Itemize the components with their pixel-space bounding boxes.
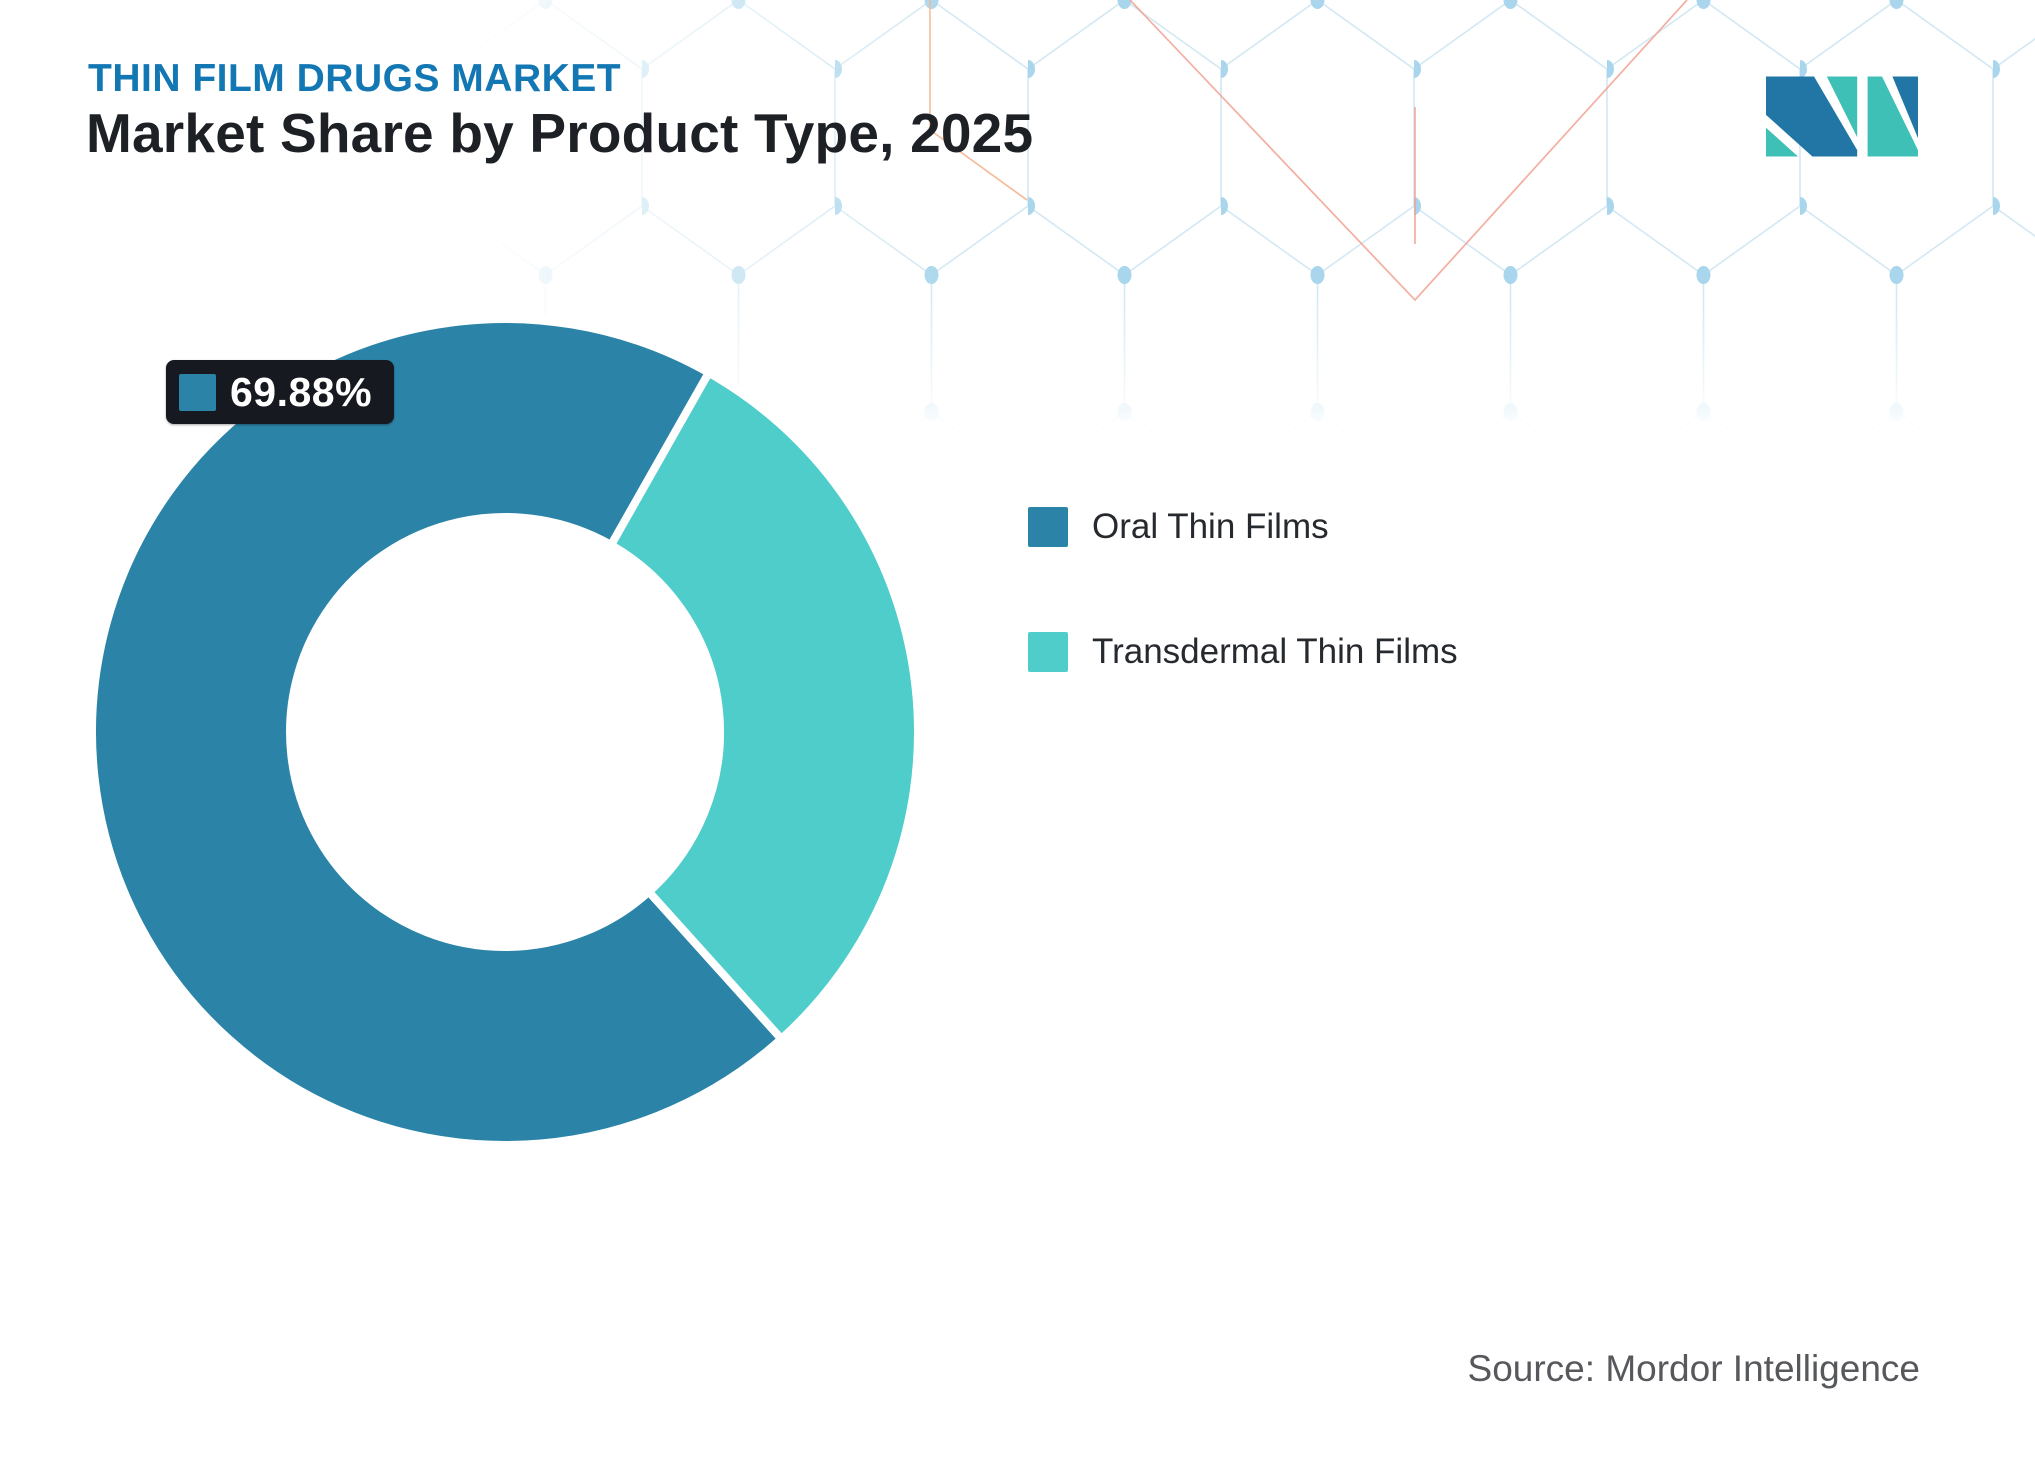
source-attribution: Source: Mordor Intelligence	[1467, 1348, 1920, 1389]
donut-slice-transdermal-thin-films[interactable]	[607, 368, 922, 1043]
data-label-swatch	[179, 373, 216, 411]
legend-item-transdermal-thin-films[interactable]: Transdermal Thin Films	[1028, 631, 1458, 673]
chart-legend: Oral Thin Films Transdermal Thin Films	[1028, 506, 1458, 756]
legend-swatch-oral-thin-films	[1028, 507, 1068, 547]
logo-m-blue-shape	[1766, 76, 1858, 157]
legend-swatch-transdermal-thin-films	[1028, 632, 1068, 672]
chart-title: Market Share by Product Type, 2025	[86, 102, 1034, 164]
logo-teal-top-right	[1826, 76, 1858, 138]
data-label-value: 69.88%	[230, 368, 373, 415]
logo-teal-parallelogram	[1867, 76, 1918, 157]
legend-item-oral-thin-films[interactable]: Oral Thin Films	[1028, 506, 1458, 548]
donut-chart	[88, 315, 922, 1150]
donut-slice-oral-thin-films[interactable]	[88, 315, 786, 1150]
legend-label-oral-thin-films: Oral Thin Films	[1092, 507, 1329, 546]
mordor-intelligence-logo	[1766, 76, 1918, 157]
data-label-box: 69.88%	[166, 360, 395, 424]
report-title: THIN FILM DRUGS MARKET	[88, 57, 622, 100]
legend-label-transdermal-thin-films: Transdermal Thin Films	[1092, 632, 1458, 671]
